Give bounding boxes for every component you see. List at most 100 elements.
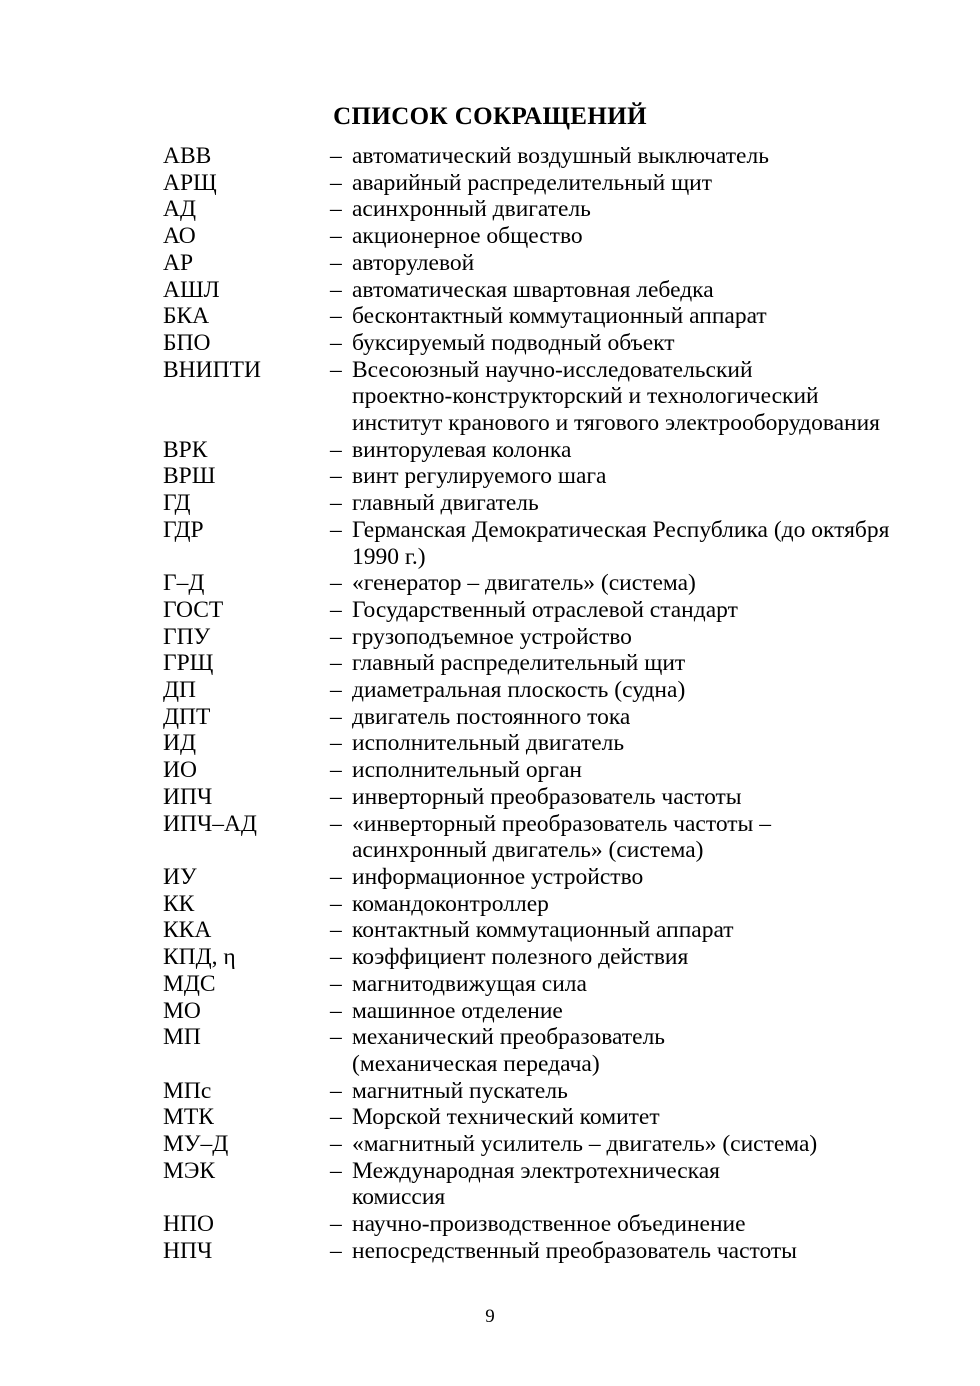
abbreviation-term: АД	[163, 196, 197, 223]
abbreviation-definition: информационное устройство	[352, 864, 903, 891]
definition-line: Государственный отраслевой стандарт	[352, 596, 738, 623]
definition-line: Всесоюзный научно-исследовательский	[352, 356, 753, 383]
abbreviation-separator-dash: –	[330, 677, 342, 704]
abbreviation-definition: Морской технический комитет	[352, 1104, 903, 1131]
abbreviation-separator-dash: –	[330, 249, 342, 276]
abbreviation-entry: МО – машинное отделение	[163, 998, 903, 1025]
abbreviation-separator-dash: –	[330, 917, 342, 944]
definition-line: буксируемый подводный объект	[352, 329, 675, 356]
abbreviation-definition: Международная электротехническая комиссия	[352, 1158, 903, 1211]
definition-line: Морской технический комитет	[352, 1104, 660, 1131]
abbreviation-definition: Всесоюзный научно-исследовательский проек…	[352, 357, 903, 437]
abbreviation-entry: ДП – диаметральная плоскость (судна)	[163, 677, 903, 704]
abbreviation-definition: Государственный отраслевой стандарт	[352, 597, 903, 624]
definition-line: коэффициент полезного действия	[352, 944, 689, 971]
abbreviation-term: Г–Д	[163, 570, 205, 597]
abbreviation-term: АР	[163, 249, 194, 276]
definition-line: Германская Демократическая Республика (д…	[352, 516, 890, 543]
definition-line: контактный коммутационный аппарат	[352, 917, 734, 944]
abbreviation-term: МДС	[163, 970, 216, 997]
abbreviation-separator-dash: –	[330, 1024, 342, 1051]
abbreviation-definition: магнитодвижущая сила	[352, 971, 903, 998]
abbreviation-term: ИПЧ–АД	[163, 810, 257, 837]
definition-line: винт регулируемого шага	[352, 463, 607, 490]
abbreviation-definition: непосредственный преобразователь частоты	[352, 1238, 903, 1265]
definition-line: информационное устройство	[352, 863, 644, 890]
abbreviation-separator-dash: –	[330, 730, 342, 757]
abbreviation-definition: аварийный распределительный щит	[352, 170, 903, 197]
definition-line: научно-производственное объединение	[352, 1211, 746, 1238]
abbreviation-separator-dash: –	[330, 1211, 342, 1238]
abbreviation-entry: МПс – магнитный пускатель	[163, 1078, 903, 1105]
abbreviation-separator-dash: –	[330, 757, 342, 784]
definition-line: автоматический воздушный выключатель	[352, 143, 769, 169]
abbreviation-entry: АД – асинхронный двигатель	[163, 196, 903, 223]
abbreviation-separator-dash: –	[330, 970, 342, 997]
definition-line: исполнительный двигатель	[352, 730, 625, 757]
abbreviation-entry: ВНИПТИ – Всесоюзный научно-исследовательск…	[163, 357, 903, 437]
definition-line: Международная электротехническая	[352, 1157, 720, 1184]
abbreviation-definition: буксируемый подводный объект	[352, 330, 903, 357]
abbreviation-term: МУ–Д	[163, 1131, 229, 1158]
abbreviation-term: ГРЩ	[163, 650, 214, 677]
abbreviation-term: ККА	[163, 917, 212, 944]
definition-line: грузоподъемное устройство	[352, 623, 632, 650]
abbreviation-separator-dash: –	[330, 1131, 342, 1158]
abbreviation-separator-dash: –	[330, 570, 342, 597]
abbreviation-entry: ГПУ – грузоподъемное устройство	[163, 624, 903, 651]
abbreviation-entry: КК – командоконтроллер	[163, 891, 903, 918]
abbreviation-separator-dash: –	[330, 490, 342, 517]
abbreviation-term: ИУ	[163, 863, 197, 890]
abbreviation-entry: ГОСТ – Государственный отраслевой стандарт	[163, 597, 903, 624]
abbreviation-term: КК	[163, 890, 195, 917]
abbreviation-entry: ИПЧ–АД – «инверторный преобразователь част…	[163, 811, 903, 864]
abbreviation-definition: асинхронный двигатель	[352, 196, 903, 223]
abbreviation-entry: ГРЩ – главный распределительный щит	[163, 650, 903, 677]
definition-line: непосредственный преобразователь частоты	[352, 1237, 797, 1264]
abbreviation-entry: АРЩ – аварийный распределительный щит	[163, 170, 903, 197]
abbreviation-term: ГПУ	[163, 623, 211, 650]
abbreviation-entry: ГД – главный двигатель	[163, 490, 903, 517]
definition-line: авторулевой	[352, 249, 475, 276]
abbreviation-definition: исполнительный двигатель	[352, 730, 903, 757]
definition-line: асинхронный двигатель» (система)	[352, 837, 704, 864]
abbreviation-definition: диаметральная плоскость (судна)	[352, 677, 903, 704]
abbreviation-definition: магнитный пускатель	[352, 1078, 903, 1105]
abbreviation-term: АРЩ	[163, 169, 217, 196]
abbreviation-definition: «магнитный усилитель – двигатель» (систе…	[352, 1131, 903, 1158]
definition-line: инверторный преобразователь частоты	[352, 783, 742, 810]
definition-line: автоматическая швартовная лебедка	[352, 276, 714, 303]
abbreviation-separator-dash: –	[330, 1237, 342, 1264]
abbreviation-separator-dash: –	[330, 944, 342, 971]
abbreviation-separator-dash: –	[330, 303, 342, 330]
abbreviation-term: БКА	[163, 303, 210, 330]
abbreviation-entry: МТК – Морской технический комитет	[163, 1104, 903, 1131]
abbreviation-separator-dash: –	[330, 196, 342, 223]
abbreviation-term: ВРК	[163, 436, 208, 463]
abbreviation-term: НПЧ	[163, 1237, 213, 1264]
abbreviation-entry: АШЛ – автоматическая швартовная лебедка	[163, 277, 903, 304]
definition-line: машинное отделение	[352, 997, 563, 1024]
abbreviation-definition: исполнительный орган	[352, 757, 903, 784]
abbreviation-separator-dash: –	[330, 810, 342, 837]
abbreviation-definition: грузоподъемное устройство	[352, 624, 903, 651]
abbreviation-definition: автоматическая швартовная лебедка	[352, 277, 903, 304]
abbreviation-term: ИО	[163, 757, 197, 784]
abbreviation-entry: БПО – буксируемый подводный объект	[163, 330, 903, 357]
abbreviation-definition: «генератор – двигатель» (система)	[352, 570, 903, 597]
abbreviation-entry: БКА – бесконтактный коммутационный аппарат	[163, 303, 903, 330]
abbreviation-term: ГОСТ	[163, 596, 224, 623]
abbreviation-separator-dash: –	[330, 356, 342, 383]
definition-line: главный двигатель	[352, 490, 539, 517]
page-title: СПИСОК СОКРАЩЕНИЙ	[333, 102, 647, 130]
abbreviation-entry: АР – авторулевой	[163, 250, 903, 277]
abbreviation-separator-dash: –	[330, 863, 342, 890]
abbreviation-definition: винторулевая колонка	[352, 437, 903, 464]
abbreviation-term: АО	[163, 223, 196, 250]
abbreviation-entry: АВВ – автоматический воздушный выключатель	[163, 143, 903, 170]
abbreviation-separator-dash: –	[330, 623, 342, 650]
abbreviation-term: ГДР	[163, 516, 204, 543]
abbreviation-definition: коэффициент полезного действия	[352, 944, 903, 971]
abbreviation-entry: НПО – научно-производственное объединение	[163, 1211, 903, 1238]
